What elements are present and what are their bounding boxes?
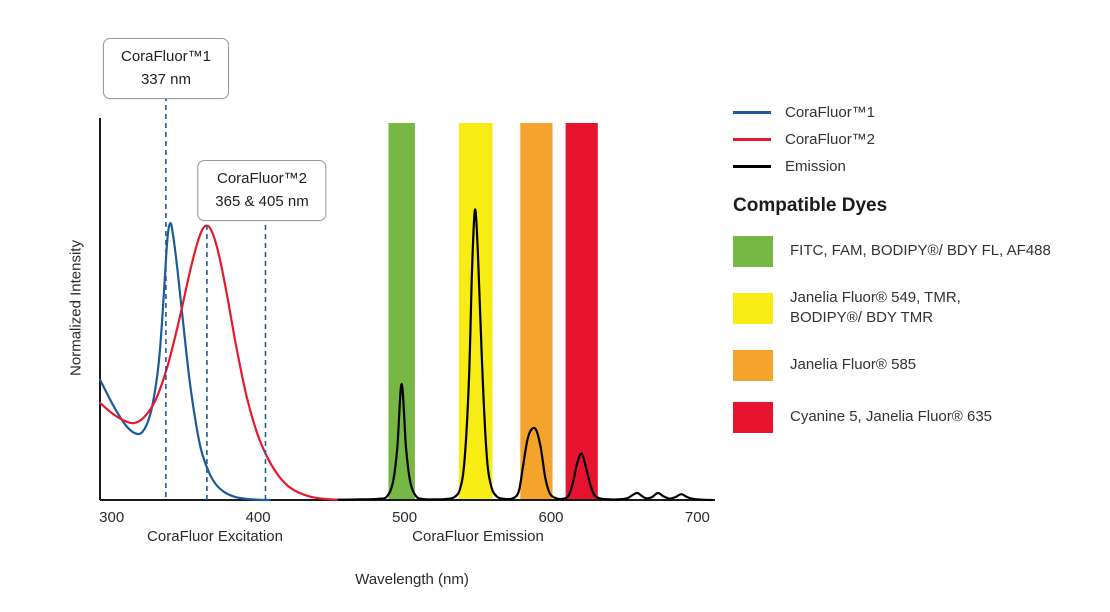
dye-color-swatch bbox=[733, 401, 773, 433]
spectra-chart: 300 400 500 600 700 bbox=[98, 96, 715, 526]
legend-item-corafluor-2: CoraFluor™2 bbox=[733, 131, 1107, 148]
dye-item-green-dyes: FITC, FAM, BODIPY®/ BDY FL, AF488 bbox=[733, 236, 1107, 267]
emission-band-red bbox=[565, 123, 598, 500]
dye-label: Janelia Fluor® 549, TMR, BODIPY®/ BDY TMR bbox=[790, 289, 961, 327]
legend-item-emission: Emission bbox=[733, 158, 1107, 175]
legend-line-swatch bbox=[733, 165, 771, 168]
dye-color-swatch bbox=[733, 292, 773, 324]
x-tick-700: 700 bbox=[685, 509, 710, 526]
x-tick-500: 500 bbox=[392, 509, 417, 526]
legend-label: Emission bbox=[785, 158, 846, 175]
callout-corafluor1-value: 337 nm bbox=[140, 70, 192, 88]
series-legend: CoraFluor™1 CoraFluor™2 Emission bbox=[733, 104, 1107, 175]
x-tick-300: 300 bbox=[99, 509, 124, 526]
callout-corafluor1-excitation: CoraFluor™1 337 nm bbox=[102, 38, 230, 99]
side-panel: CoraFluor™1 CoraFluor™2 Emission Compatibl… bbox=[733, 104, 1107, 454]
dye-item-orange-dyes: Janelia Fluor® 585 bbox=[733, 349, 1107, 381]
series-corafluor-2 bbox=[98, 224, 340, 501]
series-corafluor-1 bbox=[98, 221, 271, 502]
x-section-label-emission: CoraFluor Emission bbox=[412, 528, 544, 545]
legend-label: CoraFluor™1 bbox=[785, 104, 876, 121]
emission-band-yellow bbox=[458, 123, 493, 500]
dye-label: Janelia Fluor® 585 bbox=[790, 355, 917, 373]
legend-label: CoraFluor™2 bbox=[785, 131, 876, 148]
callout-corafluor2-value: 365 & 405 nm bbox=[215, 192, 309, 210]
legend-item-corafluor-1: CoraFluor™1 bbox=[733, 104, 1107, 121]
x-tick-400: 400 bbox=[246, 509, 271, 526]
dye-label: Cyanine 5, Janelia Fluor® 635 bbox=[790, 407, 993, 425]
compatible-dyes-list: FITC, FAM, BODIPY®/ BDY FL, AF488 Janelia… bbox=[733, 236, 1107, 433]
dye-label: FITC, FAM, BODIPY®/ BDY FL, AF488 bbox=[790, 242, 1051, 260]
callout-corafluor2-excitation: CoraFluor™2 365 & 405 nm bbox=[197, 160, 327, 221]
emission-band-orange bbox=[520, 123, 553, 500]
legend-line-swatch bbox=[733, 138, 771, 141]
dye-color-swatch bbox=[733, 236, 773, 267]
dye-color-swatch bbox=[733, 349, 773, 381]
x-tick-600: 600 bbox=[538, 509, 563, 526]
x-section-label-excitation: CoraFluor Excitation bbox=[147, 528, 283, 545]
callout-corafluor2-title: CoraFluor™2 bbox=[216, 170, 308, 187]
compatible-dyes-heading: Compatible Dyes bbox=[733, 195, 888, 216]
callout-corafluor1-title: CoraFluor™1 bbox=[120, 48, 212, 65]
dye-item-red-dyes: Cyanine 5, Janelia Fluor® 635 bbox=[733, 401, 1107, 433]
dye-item-yellow-dyes: Janelia Fluor® 549, TMR, BODIPY®/ BDY TMR bbox=[733, 288, 1107, 329]
y-axis-label: Normalized Intensity bbox=[67, 240, 85, 376]
legend-line-swatch bbox=[733, 111, 771, 114]
emission-band-green bbox=[388, 123, 415, 500]
series-emission bbox=[337, 208, 714, 502]
x-axis-label: Wavelength (nm) bbox=[355, 571, 469, 588]
